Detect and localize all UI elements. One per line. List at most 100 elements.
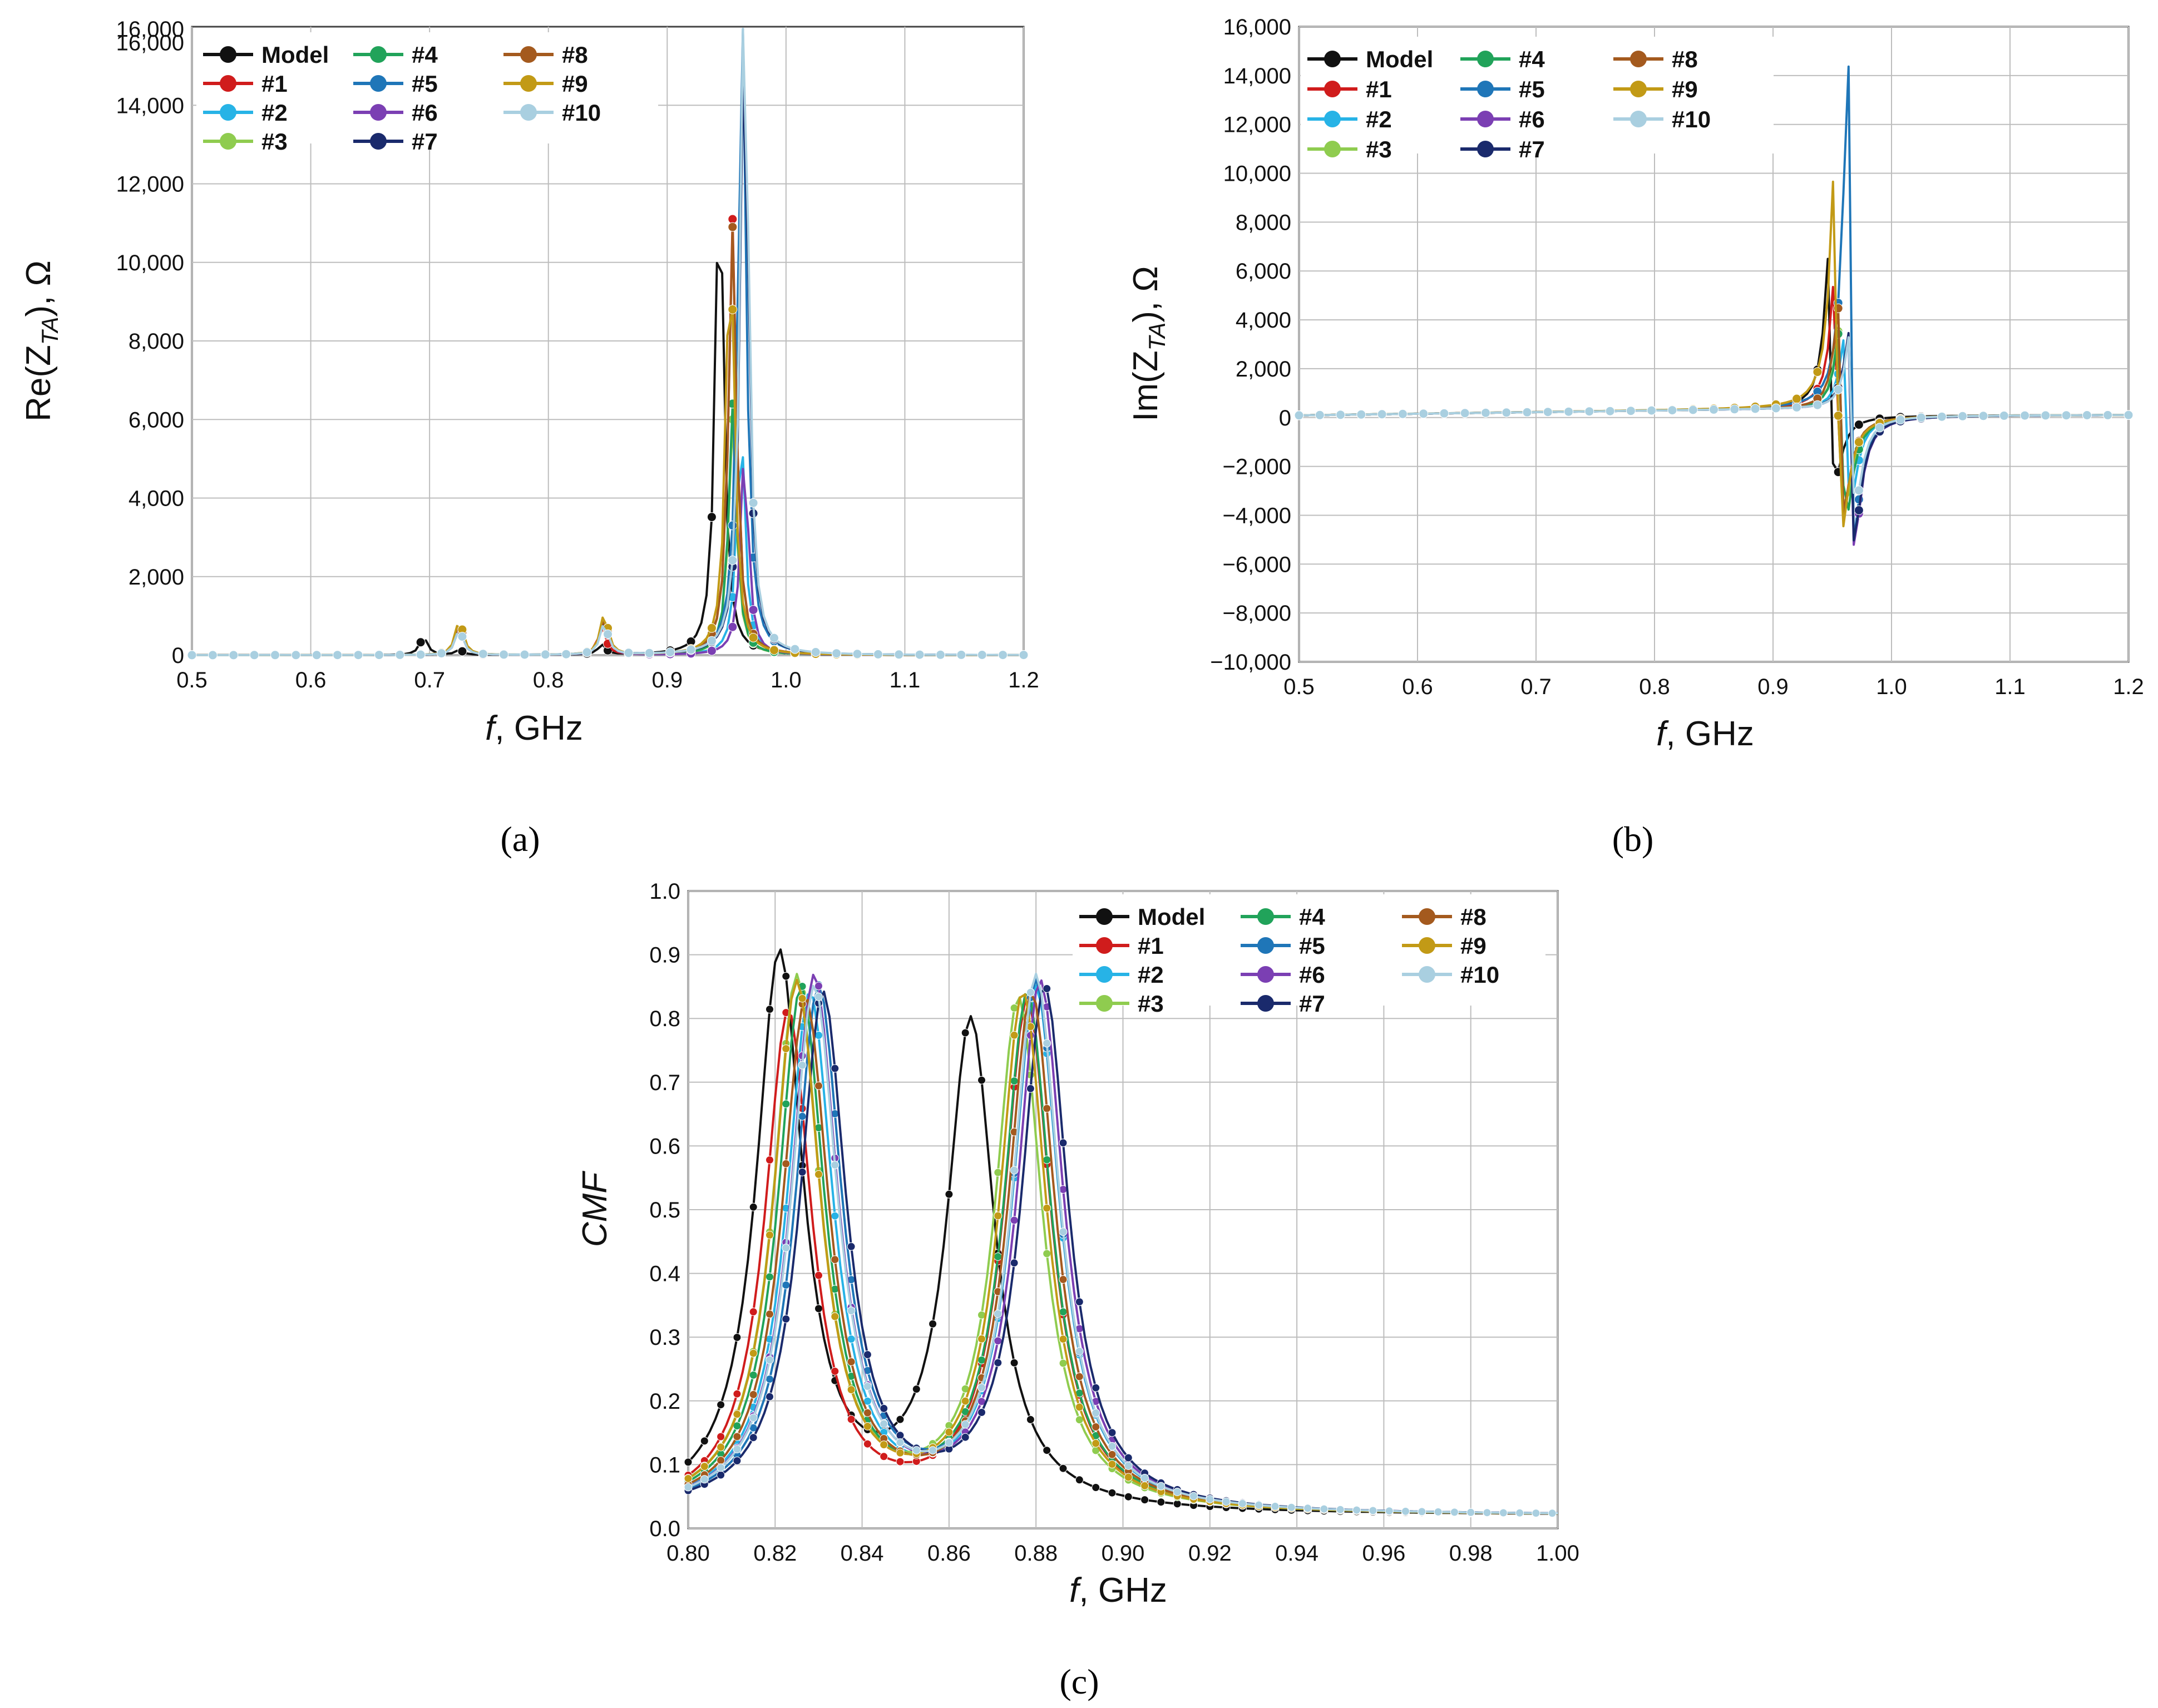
data-point: [1010, 1077, 1019, 1086]
data-point: [1483, 1508, 1492, 1517]
data-point: [1792, 402, 1802, 412]
data-point: [1377, 409, 1387, 419]
data-point: [1059, 1275, 1068, 1284]
data-point: [748, 498, 758, 508]
legend-item: Model: [1307, 46, 1433, 72]
data-point: [1854, 420, 1864, 429]
y-tick-label: −6,000: [1223, 552, 1291, 577]
legend-item: #10: [503, 100, 601, 126]
legend-label: #5: [1299, 933, 1325, 959]
data-point: [1092, 1383, 1100, 1392]
data-point: [977, 650, 987, 660]
data-point: [994, 1252, 1003, 1261]
data-point: [831, 1161, 840, 1170]
legend-item: #8: [1402, 904, 1487, 930]
data-point: [1315, 410, 1325, 420]
x-tick-label: 0.80: [666, 1541, 710, 1566]
data-point: [749, 1202, 758, 1211]
legend-label: #6: [412, 100, 438, 126]
y-tick-label: 16,000: [116, 31, 184, 55]
data-point: [1532, 1509, 1540, 1518]
x-tick-label: 0.6: [295, 668, 327, 692]
data-point: [1010, 1216, 1019, 1225]
x-tick-label: 0.8: [533, 668, 564, 692]
x-tick-label: 0.7: [1520, 675, 1552, 699]
legend-swatch-marker: [370, 104, 387, 121]
data-point: [766, 1273, 774, 1281]
data-point: [1108, 1450, 1117, 1459]
data-point: [749, 1349, 758, 1358]
legend-label: #4: [412, 42, 438, 68]
data-point: [831, 1064, 840, 1073]
data-point: [1320, 1504, 1329, 1513]
data-point: [2124, 410, 2134, 420]
data-point: [2041, 410, 2051, 420]
data-point: [1916, 413, 1926, 423]
data-point: [1059, 1138, 1068, 1147]
legend-item: #3: [1307, 136, 1392, 162]
data-point: [814, 992, 823, 1001]
legend-label: #5: [1519, 76, 1545, 102]
data-point: [896, 1448, 905, 1457]
legend-item: #5: [1241, 933, 1325, 959]
y-tick-label: 14,000: [1223, 64, 1291, 88]
data-point: [1854, 505, 1864, 515]
data-point: [832, 648, 842, 659]
x-axis-label: f, GHz: [1656, 715, 1754, 753]
data-point: [700, 1437, 709, 1445]
panel-c-chart: 0.80 0.82 0.84 0.86 0.88 0.90 0.92 0.94 0.96 0.98…: [576, 879, 1579, 1610]
data-point: [1075, 1298, 1084, 1306]
data-point: [1481, 408, 1490, 418]
data-point: [896, 1431, 905, 1440]
data-point: [717, 1463, 725, 1472]
legend-swatch-marker: [220, 104, 236, 121]
data-point: [733, 1445, 742, 1454]
data-point: [700, 1475, 709, 1484]
data-point: [684, 1458, 693, 1467]
data-point: [977, 1076, 986, 1085]
x-tick-label: 0.8: [1639, 675, 1670, 699]
legend-swatch-marker: [1477, 81, 1494, 97]
data-point: [945, 1428, 954, 1437]
x-tick-label: 0.84: [841, 1541, 884, 1566]
legend-item: #1: [1307, 76, 1392, 102]
data-point: [831, 1211, 840, 1220]
data-point: [852, 649, 862, 659]
y-tick-label: 4,000: [129, 487, 184, 511]
data-point: [1059, 1227, 1068, 1236]
y-tick-label: 0.7: [649, 1071, 680, 1095]
data-point: [831, 1312, 840, 1321]
data-point: [416, 650, 426, 660]
data-point: [766, 1355, 774, 1364]
legend-item: #5: [1460, 76, 1545, 102]
data-point: [1833, 385, 1843, 395]
legend-swatch-marker: [1419, 966, 1435, 983]
legend-swatch-marker: [520, 75, 537, 92]
legend-label: #9: [562, 71, 588, 97]
data-point: [1499, 1508, 1508, 1517]
data-point: [457, 646, 467, 656]
data-point: [1522, 407, 1532, 417]
data-point: [707, 636, 717, 646]
data-point: [1502, 408, 1512, 418]
data-point: [994, 1336, 1003, 1345]
data-point: [1466, 1508, 1475, 1517]
x-tick-label: 0.5: [176, 668, 208, 692]
legend-item: #3: [203, 128, 288, 155]
y-tick-label: 10,000: [1223, 162, 1291, 186]
data-point: [1750, 404, 1760, 414]
data-point: [1584, 407, 1594, 417]
data-point: [1075, 1403, 1084, 1412]
data-point: [1157, 1498, 1166, 1507]
data-point: [1450, 1508, 1459, 1517]
data-point: [1043, 1155, 1051, 1164]
data-point: [728, 521, 738, 531]
panel-label-b: (b): [1612, 819, 1654, 859]
y-tick-label: 0: [1279, 406, 1291, 430]
data-point: [782, 1044, 791, 1053]
data-point: [437, 648, 446, 659]
legend-item: #5: [353, 71, 438, 97]
data-point: [540, 650, 550, 660]
legend-swatch-marker: [1419, 937, 1435, 954]
data-point: [994, 1358, 1003, 1367]
